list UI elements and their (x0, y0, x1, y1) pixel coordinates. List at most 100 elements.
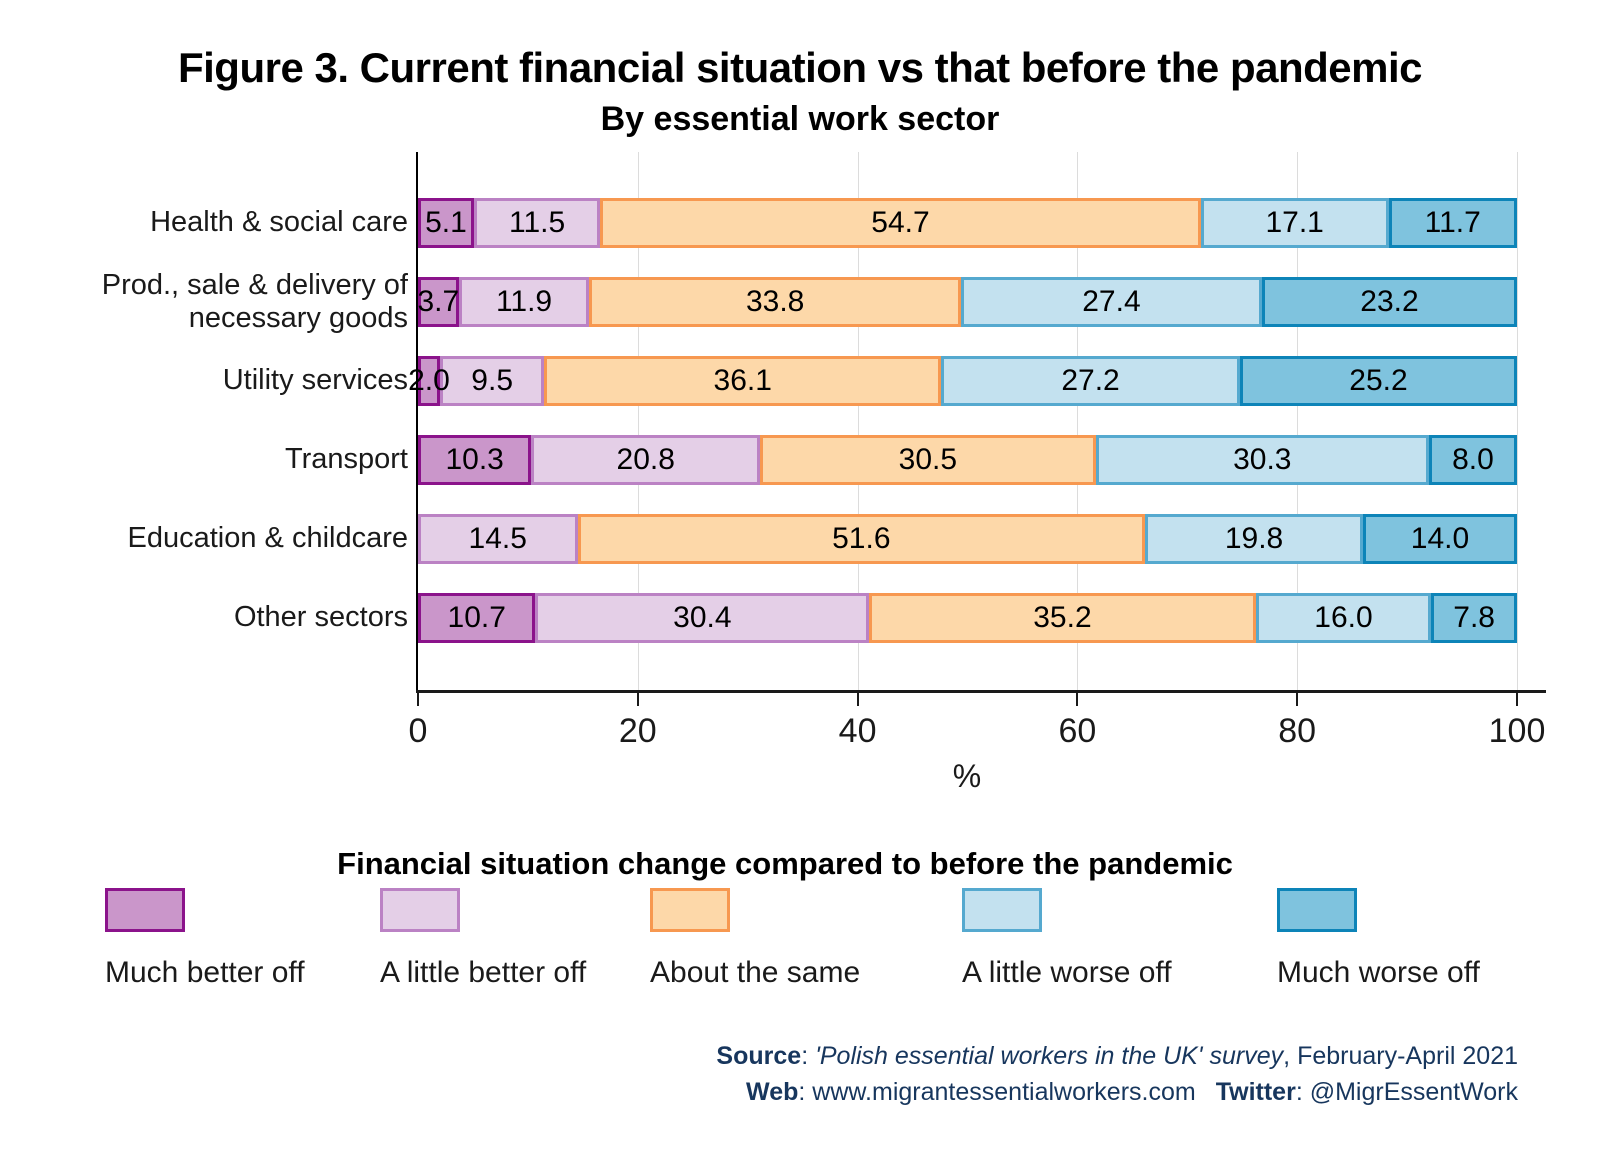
bar-segment: 5.1 (418, 198, 474, 248)
bar-value-label: 30.5 (898, 443, 958, 476)
legend-label: A little worse off (962, 956, 1172, 989)
gridline (1297, 152, 1299, 690)
bar-value-label: 10.7 (447, 601, 506, 634)
bar-value-label: 11.7 (1424, 206, 1481, 239)
bar-value-label: 25.2 (1349, 364, 1408, 397)
legend-title: Financial situation change compared to b… (337, 846, 1233, 881)
x-axis-label: % (952, 758, 982, 794)
gridline (1517, 152, 1518, 690)
bar-value-label: 2.0 (408, 364, 450, 397)
y-axis-line (416, 152, 418, 692)
bar-value-label: 36.1 (713, 364, 772, 397)
twitter-label: Twitter (1215, 1078, 1296, 1106)
bar-segment: 11.9 (458, 277, 590, 327)
bar-row: 3.7 11.9 33.8 27.4 23.2 (417, 277, 1517, 327)
x-axis-tick (1296, 693, 1299, 706)
bar-segment: 25.2 (1240, 356, 1517, 406)
legend-item: About the same (650, 888, 860, 990)
legend-swatch (105, 888, 185, 932)
bar-segment: 14.0 (1362, 514, 1517, 564)
bar-segment: 27.4 (960, 277, 1262, 327)
x-axis-tick-label: 60 (1058, 712, 1097, 750)
gridline (1077, 152, 1079, 690)
legend-item: Much worse off (1277, 888, 1480, 990)
legend-item: A little better off (380, 888, 586, 990)
twitter-handle: : @MigrEssentWork (1295, 1078, 1518, 1106)
bar-segment: 3.7 (417, 277, 460, 327)
bar-segment: 14.5 (418, 514, 578, 564)
bar-segment: 11.7 (1388, 198, 1517, 248)
bar-segment: 27.2 (941, 356, 1241, 406)
source-note: Source: 'Polish essential workers in the… (716, 1038, 1518, 1110)
web-label: Web (746, 1078, 799, 1106)
y-axis-category-label: Health & social care (150, 206, 408, 239)
legend-label: Much worse off (1277, 956, 1480, 989)
web-url: : www.migrantessentialworkers.com (798, 1078, 1196, 1106)
bar-segment: 51.6 (577, 514, 1146, 564)
x-axis-tick-label: 0 (408, 712, 428, 750)
y-axis-category-label: Education & childcare (127, 522, 409, 555)
x-axis-tick-label: 40 (838, 712, 877, 750)
bar-value-label: 14.5 (468, 522, 527, 555)
bar-value-label: 54.7 (871, 206, 930, 239)
bar-segment: 8.0 (1428, 435, 1517, 485)
legend-label: About the same (650, 956, 861, 989)
plot-area: 5.1 11.5 54.7 17.1 11.7 3.7 11.9 33.8 27.4 23.2 2.… (408, 152, 1518, 690)
x-axis-tick (417, 693, 419, 706)
bar-segment: 2.0 (408, 356, 450, 406)
x-axis-tick (1076, 693, 1079, 706)
x-axis-line (416, 690, 1546, 693)
bar-segment: 10.3 (418, 435, 532, 485)
bar-value-label: 14.0 (1410, 522, 1470, 555)
legend-label: Much better off (105, 956, 305, 989)
bar-value-label: 30.3 (1233, 443, 1292, 476)
gridline (857, 152, 859, 690)
bar-segment: 54.7 (600, 198, 1201, 248)
legend-swatch (1277, 888, 1357, 932)
x-axis-tick-label: 100 (1488, 712, 1546, 750)
bar-value-label: 19.8 (1224, 522, 1284, 555)
bar-segment: 36.1 (544, 356, 942, 406)
bar-value-label: 3.7 (417, 285, 460, 318)
bar-segment: 17.1 (1200, 198, 1389, 248)
x-axis-tick-label: 80 (1278, 712, 1317, 750)
bar-value-label: 8.0 (1452, 443, 1494, 476)
bar-segment: 7.8 (1431, 593, 1517, 643)
y-axis-category-label: Transport (284, 443, 408, 476)
y-axis-category-label: Prod., sale & delivery of necessary good… (101, 268, 408, 334)
bar-segment: 10.7 (418, 593, 536, 643)
bar-row: 10.3 20.8 30.5 30.3 8.0 (418, 435, 1517, 485)
bar-segment: 33.8 (589, 277, 961, 327)
legend-label: A little better off (380, 956, 587, 989)
bar-value-label: 33.8 (745, 285, 805, 318)
bar-segment: 19.8 (1145, 514, 1363, 564)
bar-value-label: 11.9 (495, 285, 553, 318)
bar-value-label: 23.2 (1360, 285, 1419, 318)
bar-value-label: 5.1 (425, 206, 467, 239)
source-line-2: Web: www.migrantessentialworkers.com Twit… (716, 1074, 1518, 1110)
bar-segment: 9.5 (439, 356, 545, 406)
bar-value-label: 17.1 (1265, 206, 1324, 239)
x-axis-tick-label: 20 (618, 712, 657, 750)
bar-segment: 11.5 (473, 198, 601, 248)
source-line-1: Source: 'Polish essential workers in the… (716, 1042, 1518, 1070)
legend-item: A little worse off (962, 888, 1172, 990)
y-axis-category-label: Other sectors (233, 601, 408, 634)
bar-row: 14.5 51.6 19.8 14.0 (418, 514, 1517, 564)
source-label: Source (716, 1042, 802, 1070)
bar-segment: 20.8 (531, 435, 761, 485)
source-survey-name: 'Polish essential workers in the UK' sur… (815, 1042, 1284, 1070)
bar-value-label: 10.3 (445, 443, 504, 476)
bar-segment: 23.2 (1262, 277, 1517, 327)
bar-row: 2.0 9.5 36.1 27.2 25.2 (408, 356, 1517, 406)
bar-value-label: 30.4 (673, 601, 732, 634)
x-axis-tick (636, 693, 639, 706)
bar-segment: 35.2 (869, 593, 1256, 643)
bar-segment: 30.4 (535, 593, 870, 643)
x-axis-tick (856, 693, 859, 706)
bar-value-label: 7.8 (1453, 601, 1495, 634)
legend-swatch (962, 888, 1042, 932)
legend-swatch (380, 888, 460, 932)
bar-segment: 16.0 (1255, 593, 1432, 643)
legend-swatch (650, 888, 730, 932)
